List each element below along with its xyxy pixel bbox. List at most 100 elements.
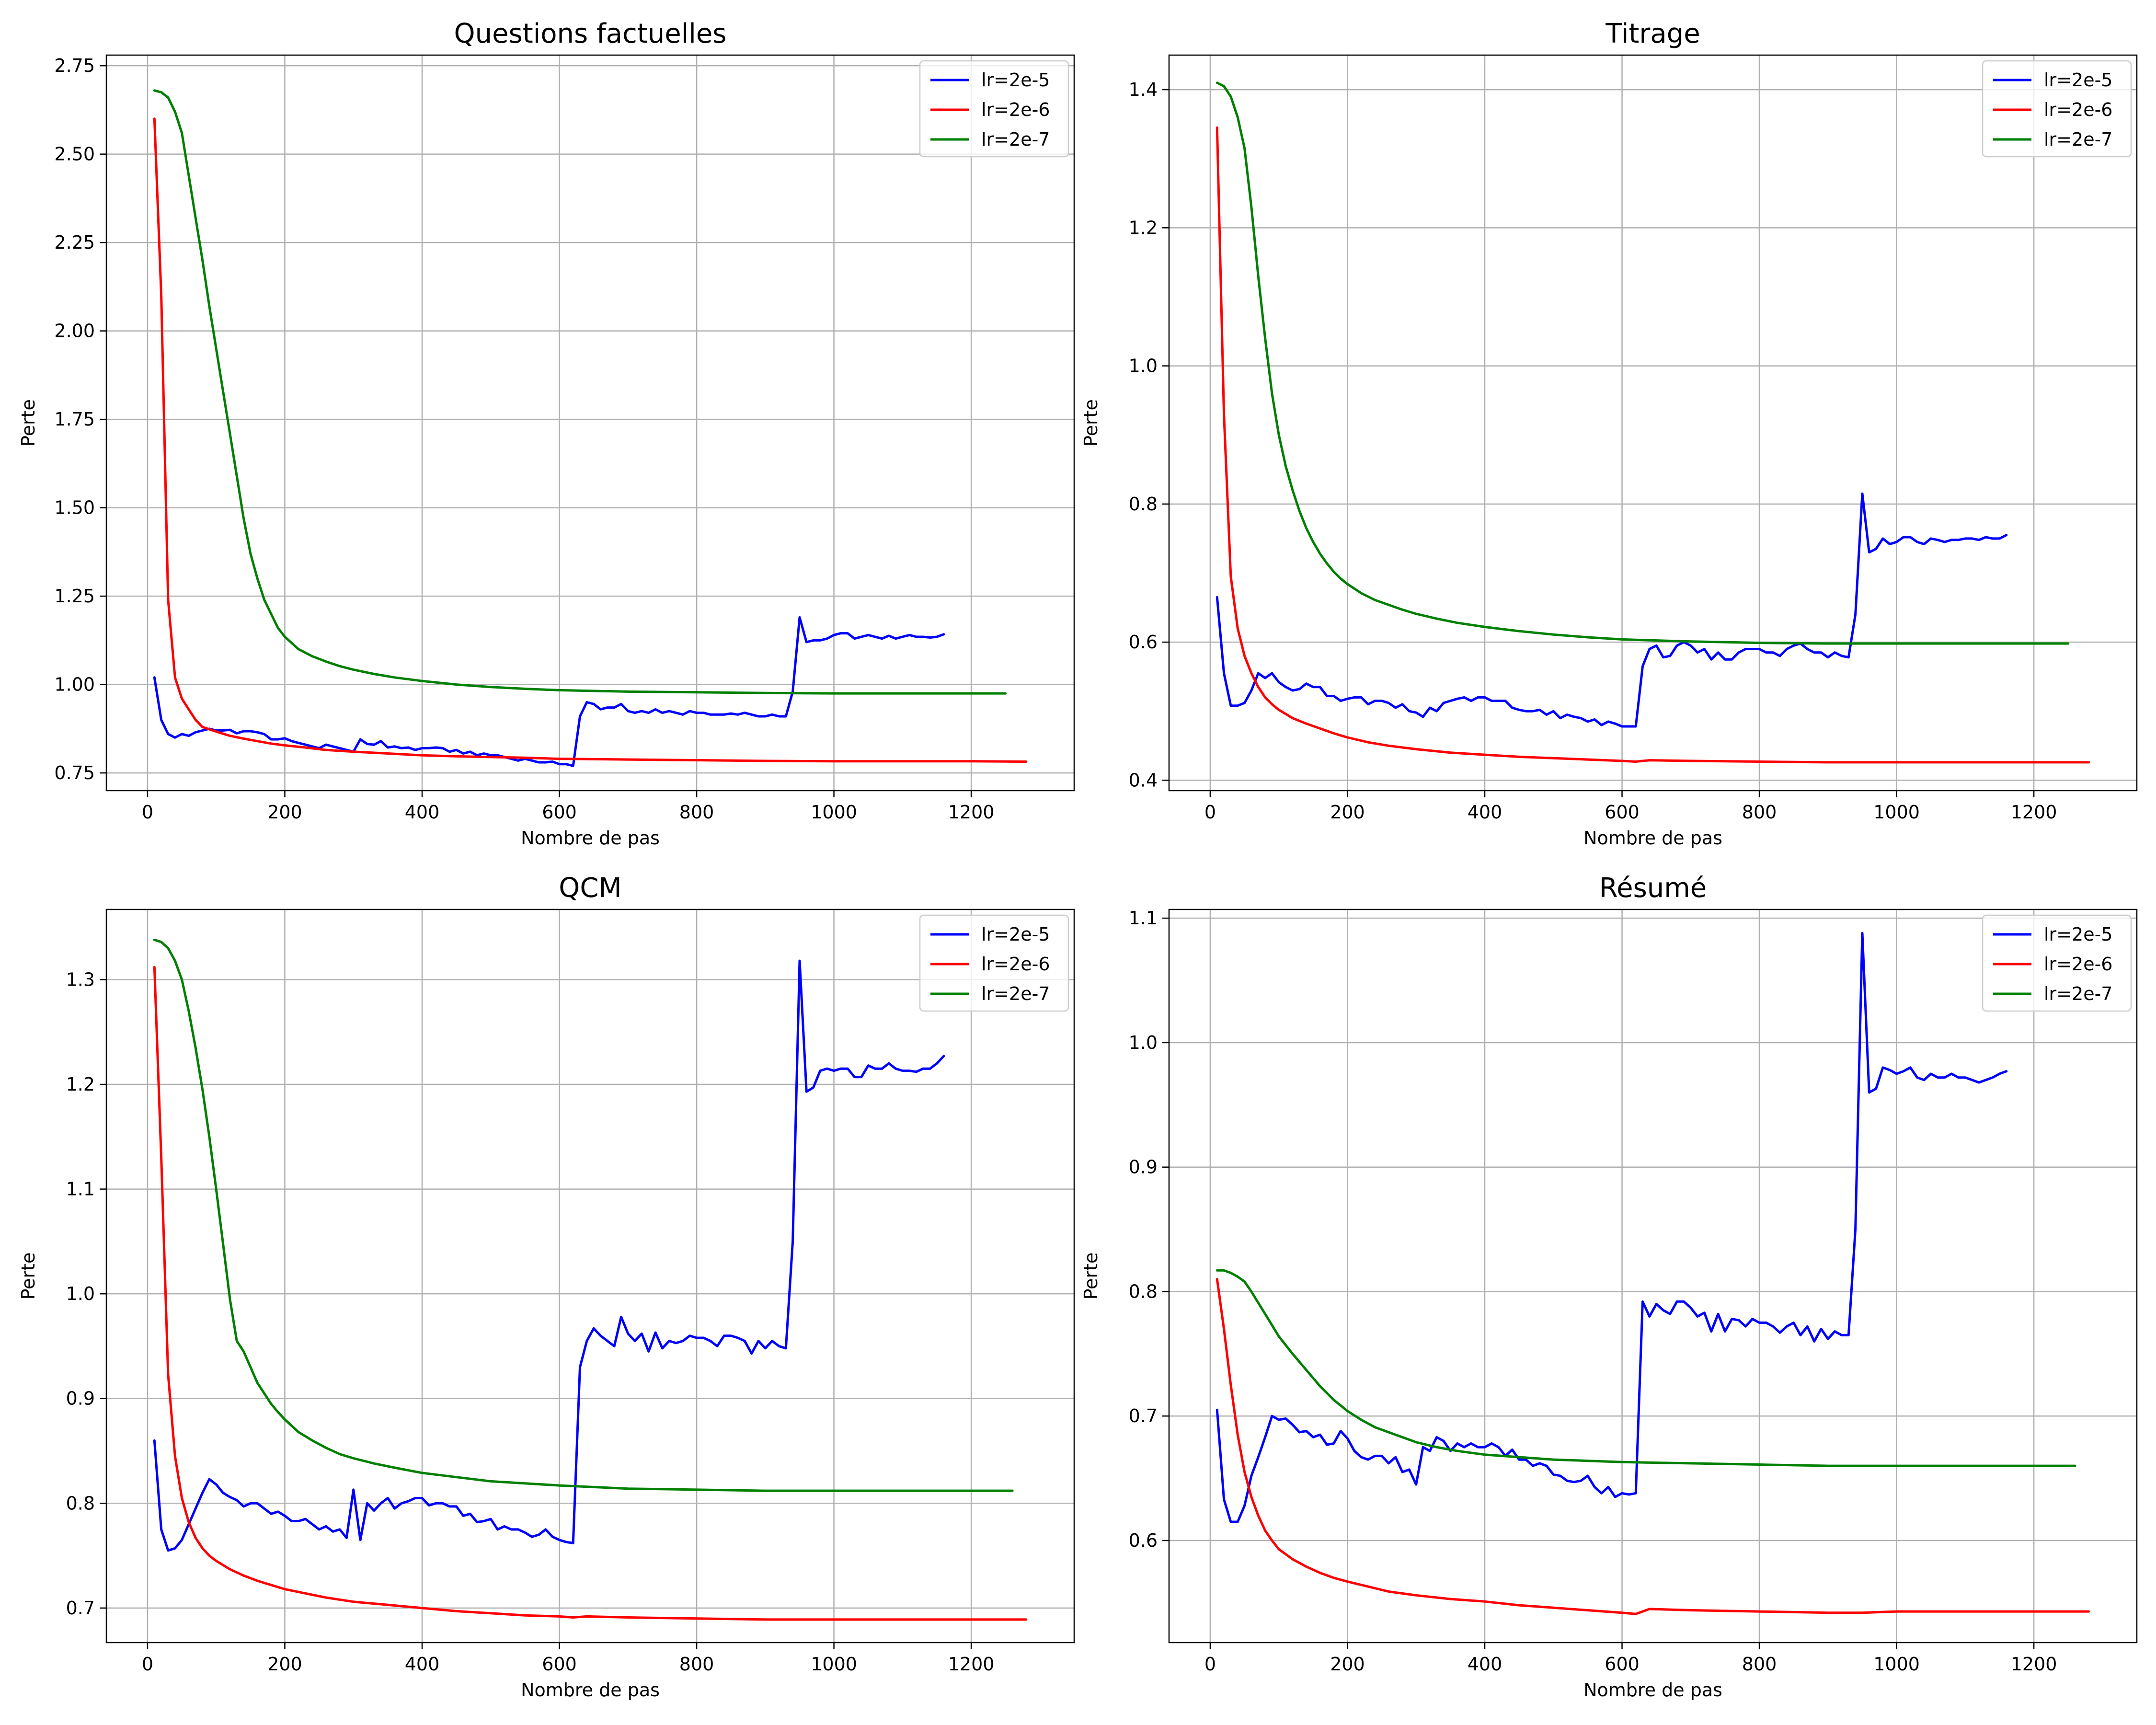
legend-label: lr=2e-7	[2044, 129, 2112, 150]
legend-box	[919, 914, 1069, 1012]
series-line-lr-2e-5	[1216, 492, 2008, 728]
x-tick-label: 600	[1605, 1654, 1640, 1675]
legend-label: lr=2e-5	[2044, 69, 2112, 91]
legend-label: lr=2e-6	[981, 99, 1050, 120]
y-axis-label: Perte	[18, 399, 39, 447]
x-tick-label: 200	[267, 802, 302, 823]
y-tick-label: 1.3	[66, 969, 95, 990]
x-tick-label: 0	[1204, 802, 1216, 823]
x-tick-label: 0	[1204, 1654, 1216, 1675]
y-tick-label: 1.50	[54, 497, 95, 518]
y-tick-label: 1.1	[1129, 908, 1158, 929]
subplot-resume: 0 200 400 600 800 1000 1200 0.6 0.7 0.8 0.9 1.0 1.1 R…	[1080, 873, 2138, 1701]
x-axis-label: Nombre de pas	[521, 1679, 660, 1701]
x-tick-label: 1200	[948, 802, 995, 823]
x-tick-label: 1200	[2011, 1654, 2057, 1675]
subplot-titrage: 0 200 400 600 800 1000 1200 0.4 0.6 0.8 1.0 1.2 1.4 T…	[1080, 18, 2138, 849]
legend: lr=2e-5 lr=2e-6 lr=2e-7	[919, 914, 1069, 1012]
legend-box	[1982, 914, 2132, 1012]
legend-label: lr=2e-6	[2044, 99, 2112, 120]
y-tick-label: 0.8	[66, 1493, 95, 1514]
x-tick-label: 600	[1605, 802, 1640, 823]
y-tick-label: 0.7	[66, 1598, 95, 1619]
y-tick-label: 0.6	[1129, 632, 1158, 653]
y-tick-label: 2.75	[54, 55, 95, 76]
series-group	[1216, 932, 2090, 1615]
y-axis-label: Perte	[1080, 399, 1101, 447]
x-tick-label: 0	[142, 802, 153, 823]
x-tick-label: 0	[142, 1654, 153, 1675]
series-line-lr-2e-5	[1216, 932, 2008, 1523]
subplot-qcm: 0 200 400 600 800 1000 1200 0.7 0.8 0.9 1.0 1.1 1.2 1…	[18, 873, 1075, 1701]
x-tick-label: 1000	[1873, 1654, 1920, 1675]
series-line-lr-2e-6	[153, 117, 1028, 763]
series-line-lr-2e-6	[153, 966, 1028, 1621]
y-tick-label: 0.7	[1129, 1405, 1158, 1426]
y-tick-label: 0.8	[1129, 494, 1158, 515]
x-tick-label: 600	[542, 802, 577, 823]
legend-label: lr=2e-6	[981, 954, 1050, 975]
x-axis-label: Nombre de pas	[521, 828, 660, 849]
y-tick-label: 1.2	[66, 1074, 95, 1095]
series-group	[153, 89, 1028, 767]
series-group	[153, 938, 1028, 1621]
x-tick-label: 1000	[811, 802, 857, 823]
chart-title: QCM	[559, 873, 622, 904]
x-tick-label: 600	[542, 1654, 577, 1675]
series-line-lr-2e-7	[1216, 1269, 2076, 1467]
y-axis-label: Perte	[18, 1253, 39, 1300]
y-tick-label: 1.4	[1129, 79, 1158, 100]
x-tick-label: 1000	[811, 1654, 857, 1675]
x-tick-label: 200	[1330, 802, 1365, 823]
chart-title: Titrage	[1605, 18, 1700, 49]
x-axis-label: Nombre de pas	[1583, 828, 1722, 849]
series-line-lr-2e-7	[153, 89, 1007, 695]
y-tick-label: 1.00	[54, 674, 95, 695]
y-tick-label: 0.8	[1129, 1281, 1158, 1302]
series-line-lr-2e-7	[1216, 81, 2070, 645]
axes-frame	[105, 54, 1075, 792]
subplot-questions-factuelles: 0 200 400 600 800 1000 1200 0.75 1.00 1.25 1.50 1.7…	[18, 18, 1075, 849]
x-tick-label: 400	[1468, 802, 1502, 823]
legend-box	[1982, 60, 2132, 158]
x-tick-label: 1000	[1873, 802, 1920, 823]
x-tick-label: 400	[405, 802, 440, 823]
y-tick-label: 0.6	[1129, 1530, 1158, 1551]
y-tick-label: 2.50	[54, 144, 95, 165]
legend-label: lr=2e-7	[2044, 983, 2112, 1004]
legend-label: lr=2e-6	[2044, 954, 2112, 975]
legend-label: lr=2e-5	[981, 69, 1050, 91]
series-line-lr-2e-5	[153, 959, 945, 1552]
y-tick-label: 1.0	[66, 1283, 95, 1304]
x-tick-label: 400	[405, 1654, 440, 1675]
series-group	[1216, 81, 2090, 764]
series-line-lr-2e-6	[1216, 1278, 2090, 1615]
legend-label: lr=2e-5	[2044, 924, 2112, 945]
y-tick-label: 0.75	[54, 762, 95, 783]
axes-frame	[1168, 54, 2138, 792]
legend-label: lr=2e-7	[981, 983, 1050, 1004]
y-tick-label: 1.2	[1129, 217, 1158, 238]
x-tick-label: 400	[1468, 1654, 1502, 1675]
legend: lr=2e-5 lr=2e-6 lr=2e-7	[1982, 60, 2132, 158]
x-tick-label: 800	[679, 1654, 714, 1675]
series-line-lr-2e-7	[153, 938, 1014, 1492]
x-tick-label: 800	[1742, 1654, 1777, 1675]
x-tick-label: 200	[1330, 1654, 1365, 1675]
y-tick-label: 0.4	[1129, 770, 1158, 791]
x-axis-label: Nombre de pas	[1583, 1679, 1722, 1701]
legend-box	[919, 60, 1069, 158]
y-tick-label: 1.0	[1129, 1032, 1158, 1053]
y-tick-label: 1.1	[66, 1179, 95, 1200]
x-tick-label: 800	[679, 802, 714, 823]
axes-frame	[105, 908, 1075, 1644]
axes-frame	[1168, 908, 2138, 1644]
x-tick-label: 800	[1742, 802, 1777, 823]
x-tick-label: 1200	[2011, 802, 2057, 823]
y-tick-label: 1.0	[1129, 356, 1158, 377]
legend: lr=2e-5 lr=2e-6 lr=2e-7	[1982, 914, 2132, 1012]
y-axis-label: Perte	[1080, 1253, 1101, 1300]
chart-title: Résumé	[1599, 873, 1707, 904]
legend: lr=2e-5 lr=2e-6 lr=2e-7	[919, 60, 1069, 158]
